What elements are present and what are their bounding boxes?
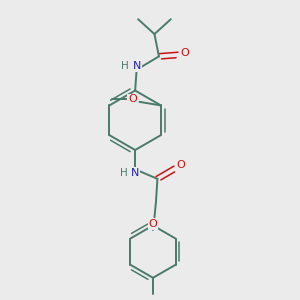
Text: O: O	[177, 160, 186, 170]
Text: O: O	[128, 94, 137, 104]
Text: N: N	[132, 61, 141, 71]
Text: O: O	[180, 48, 189, 59]
Text: H: H	[122, 61, 129, 71]
Text: N: N	[131, 168, 139, 178]
Text: H: H	[120, 168, 128, 178]
Text: O: O	[148, 219, 157, 229]
